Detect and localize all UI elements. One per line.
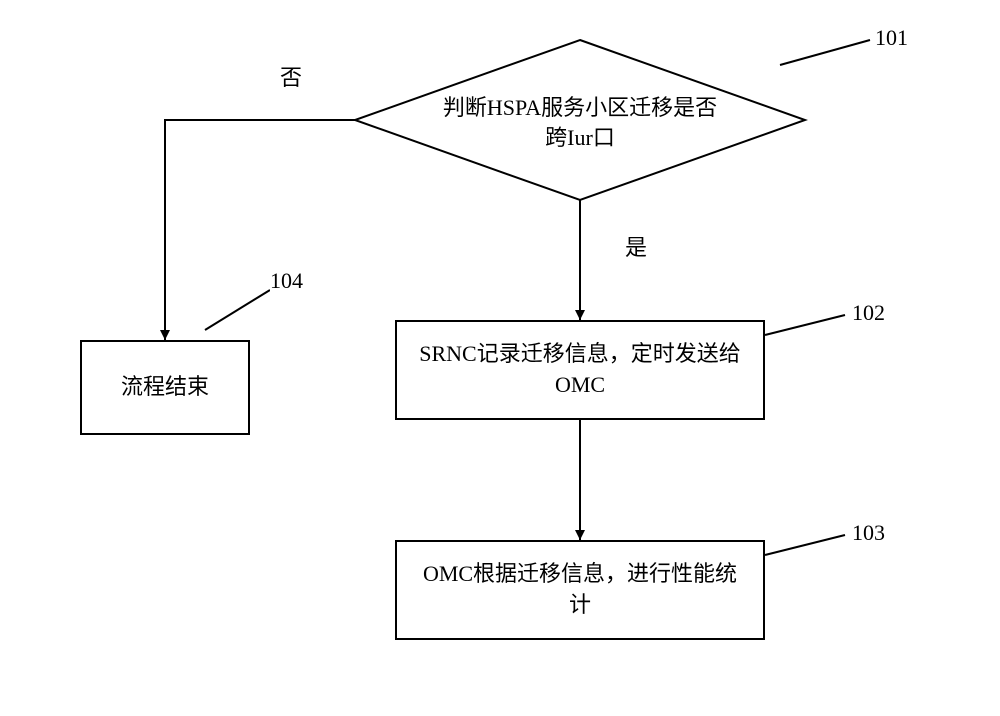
- decision-text-line1: 判断HSPA服务小区迁移是否: [443, 95, 717, 120]
- node-srnc-line1: SRNC记录迁移信息，定时发送给: [419, 339, 740, 370]
- edge-no: [165, 120, 355, 340]
- edge-yes-label: 是: [625, 230, 647, 262]
- flowchart-canvas: 判断HSPA服务小区迁移是否 跨Iur口 否 是 101 104 102 103…: [0, 0, 1000, 716]
- edge-no-label: 否: [280, 60, 302, 92]
- leader-103: [765, 535, 845, 555]
- leader-101: [780, 40, 870, 65]
- node-omc-line2: 计: [569, 590, 591, 621]
- node-srnc: SRNC记录迁移信息，定时发送给 OMC: [395, 320, 765, 420]
- ref-103: 103: [852, 520, 885, 546]
- node-end: 流程结束: [80, 340, 250, 435]
- node-omc-line1: OMC根据迁移信息，进行性能统: [423, 559, 737, 590]
- ref-102: 102: [852, 300, 885, 326]
- ref-101: 101: [875, 25, 908, 51]
- leader-104: [205, 290, 270, 330]
- node-end-text: 流程结束: [121, 372, 209, 403]
- decision-diamond: [355, 40, 805, 200]
- leader-102: [765, 315, 845, 335]
- node-omc: OMC根据迁移信息，进行性能统 计: [395, 540, 765, 640]
- ref-104: 104: [270, 268, 303, 294]
- node-srnc-line2: OMC: [555, 370, 605, 401]
- decision-text-line2: 跨Iur口: [545, 125, 615, 150]
